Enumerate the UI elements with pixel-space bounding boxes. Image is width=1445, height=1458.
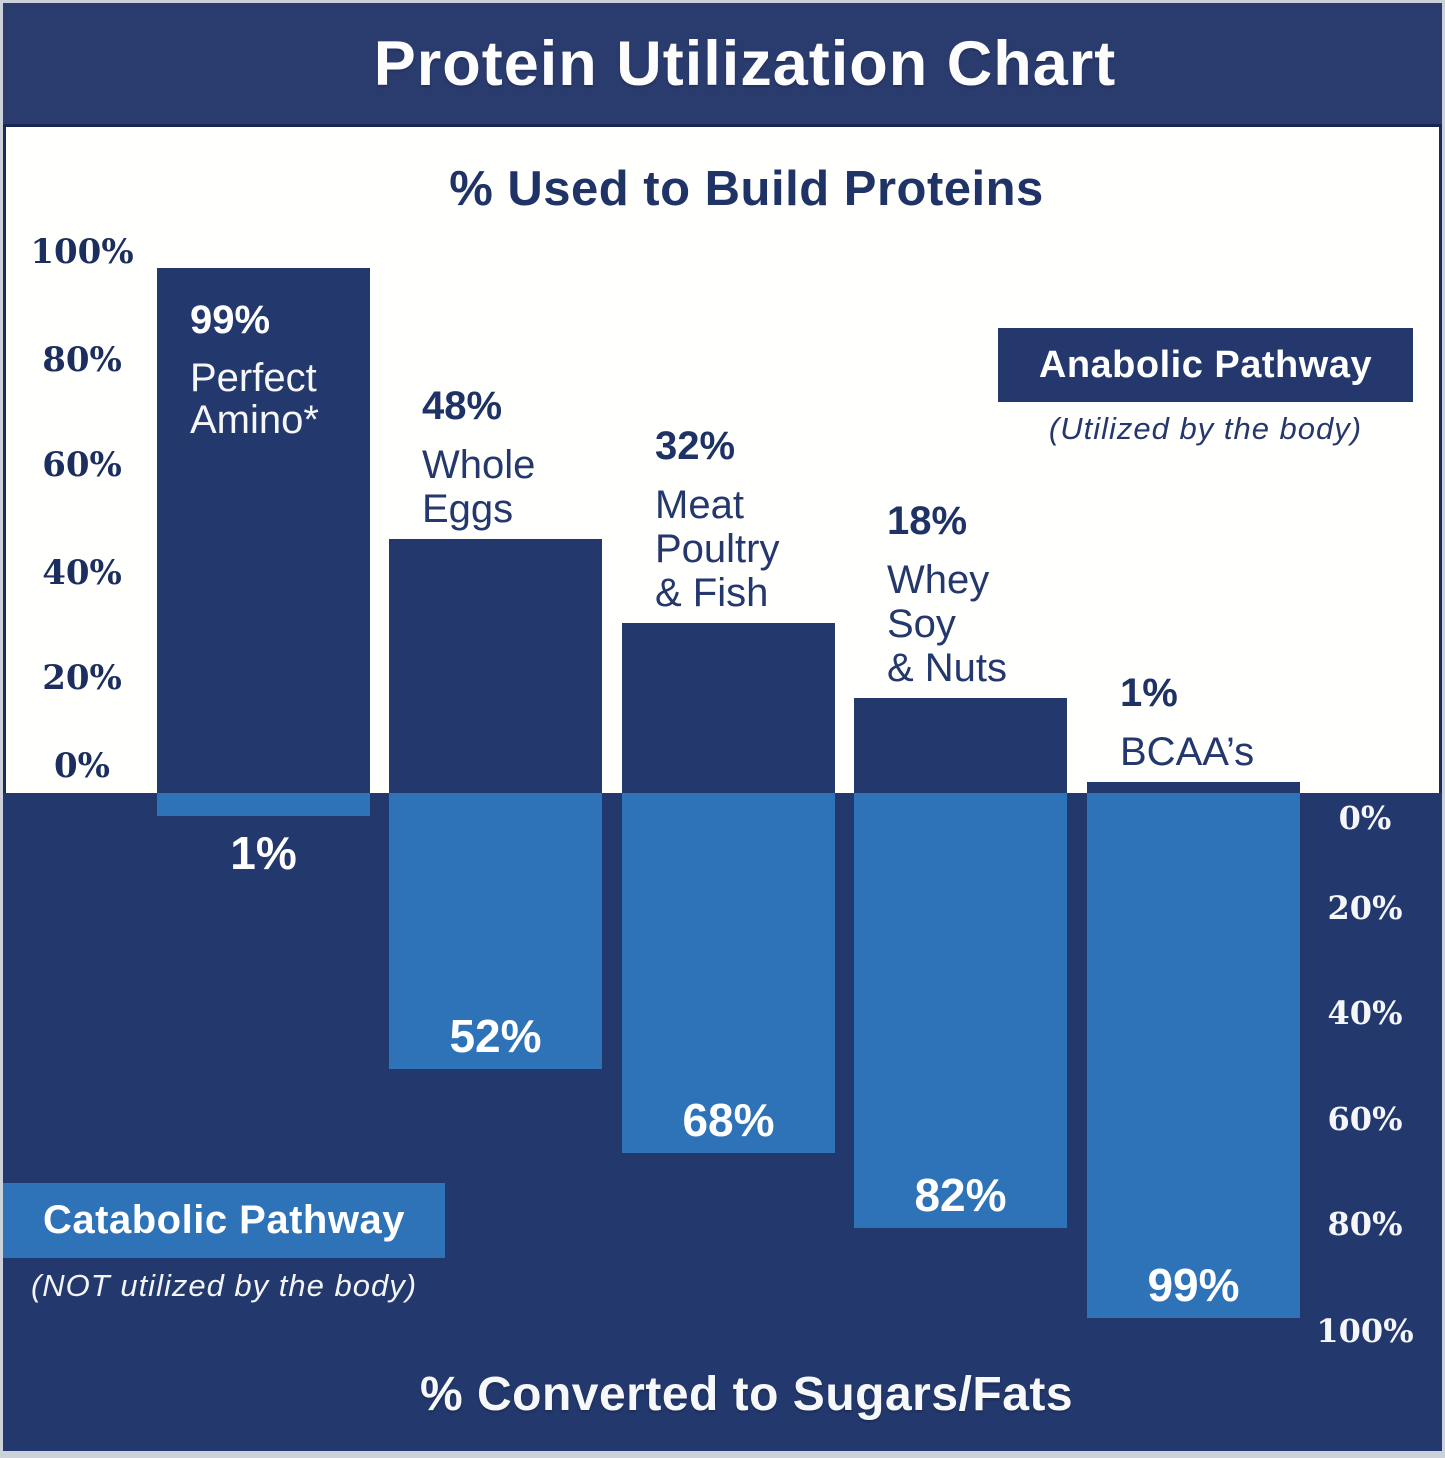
catabolic-value-label: 68% [682,1094,775,1146]
left-axis-tick: 100% [30,232,134,272]
anabolic-percent: 99% [190,298,271,342]
anabolic-label: 48% Whole Eggs [422,384,535,531]
right-axis-tick: 20% [1327,889,1403,927]
anabolic-percent: 32% [655,424,736,468]
lower-axis-title: % Converted to Sugars/Fats [419,1368,1074,1421]
anabolic-bar [157,268,370,793]
left-axis-tick: 60% [42,445,122,485]
left-axis-tick: 80% [42,340,122,380]
category-name-line: Meat [655,483,744,527]
right-axis-tick: 100% [1316,1312,1414,1350]
anabolic-percent: 18% [887,499,968,543]
anabolic-pathway-label: Anabolic Pathway [1038,343,1373,386]
category-name-line: Perfect [190,356,317,400]
anabolic-pathway-sublabel: (Utilized by the body) [1048,411,1363,446]
catabolic-bar [157,793,370,816]
left-axis-tick: 40% [42,553,122,593]
anabolic-pathway-legend: Anabolic Pathway [998,328,1413,402]
category-name-line: & Nuts [887,646,1008,690]
anabolic-bar [622,623,835,793]
anabolic-label: 1% BCAA’s [1120,671,1254,774]
catabolic-bar [622,793,835,1153]
right-axis-tick: 80% [1327,1205,1403,1243]
anabolic-percent: 48% [422,384,503,428]
right-axis-tick: 0% [1338,799,1392,837]
anabolic-bar [1087,782,1300,793]
upper-axis-title: % Used to Build Proteins [449,162,1044,216]
anabolic-bar [854,698,1067,793]
right-axis-tick: 60% [1327,1100,1403,1138]
category-name-line: Whole [422,443,536,487]
category-name-line: BCAA’s [1120,730,1255,774]
catabolic-bar [389,793,602,1069]
category-name-line: Soy [887,602,956,646]
catabolic-value-label: 1% [230,827,297,879]
right-axis-tick: 40% [1327,994,1403,1032]
left-axis-tick: 20% [42,658,122,698]
catabolic-value-label: 52% [449,1010,542,1062]
catabolic-value-label: 99% [1147,1259,1240,1311]
page-title: Protein Utilization Chart [373,28,1117,99]
category-name-line: Amino* [190,398,319,442]
anabolic-label: 99% Perfect Amino* [190,298,319,441]
catabolic-value-label: 82% [914,1169,1007,1221]
catabolic-bar [1087,793,1300,1318]
catabolic-bar [854,793,1067,1228]
header-band: Protein Utilization Chart [3,3,1442,127]
anabolic-percent: 1% [1120,671,1178,715]
anabolic-bar [389,539,602,793]
category-name-line: & Fish [655,571,769,615]
category-name-line: Whey [887,558,990,602]
anabolic-label: 18% Whey Soy & Nuts [887,499,1007,690]
catabolic-pathway-label: Catabolic Pathway [43,1198,405,1242]
catabolic-pathway-sublabel: (NOT utilized by the body) [30,1268,418,1303]
anabolic-label: 32% Meat Poultry & Fish [655,424,780,615]
category-name-line: Poultry [655,527,780,571]
category-name-line: Eggs [422,487,514,531]
catabolic-pathway-legend: Catabolic Pathway [3,1183,445,1258]
left-axis-tick: 0% [54,746,110,786]
